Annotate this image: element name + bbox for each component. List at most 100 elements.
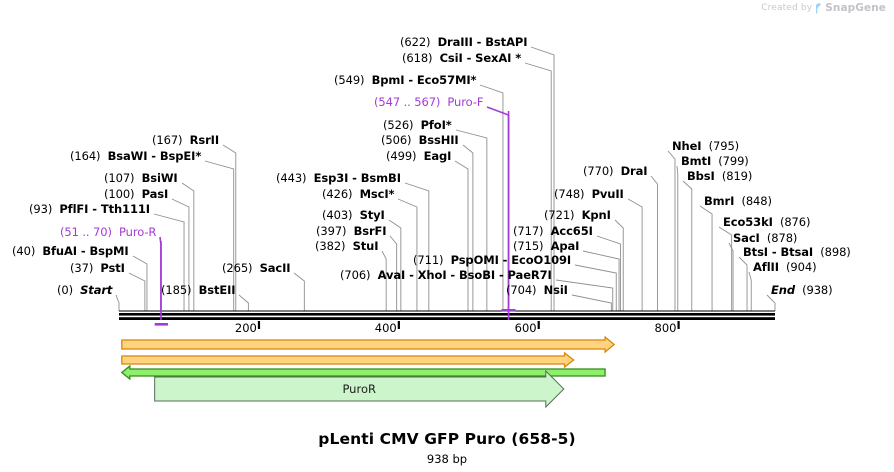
restriction-site-label[interactable]: BtsI - BtsaI (898) [743, 246, 851, 259]
terminator-arrow[interactable] [120, 364, 606, 381]
site-name: Esp3I - BsmBI [313, 171, 401, 185]
restriction-site-label[interactable]: (549) BpmI - Eco57MI* [334, 74, 477, 87]
puror-cds[interactable] [154, 369, 565, 409]
site-position: (799) [718, 154, 749, 168]
site-position: (426) [322, 187, 353, 201]
restriction-site-label[interactable]: (711) PspOMI - EcoO109I [413, 254, 571, 267]
ruler-tick [257, 321, 261, 329]
site-leader-line [574, 264, 617, 311]
puro-r-primer-bar[interactable] [154, 323, 168, 326]
restriction-site-label[interactable]: (721) KpnI [544, 209, 611, 222]
restriction-site-label[interactable]: SacI (878) [733, 232, 797, 245]
site-position: (506) [381, 133, 412, 147]
site-name: Start [80, 283, 113, 297]
site-name: StyI [359, 208, 385, 222]
site-name: NsiI [543, 283, 568, 297]
site-leader-line [171, 198, 190, 311]
dna-backbone-gap [119, 315, 775, 318]
site-leader-line [667, 150, 676, 311]
restriction-site-label[interactable]: (506) BssHII [381, 134, 459, 147]
restriction-site-label[interactable]: (706) AvaI - XhoI - BsoBI - PaeR7I [340, 269, 552, 282]
site-leader-line [388, 219, 402, 311]
site-position: (770) [583, 164, 614, 178]
site-leader-line [718, 226, 733, 311]
promoter-arrow-1[interactable] [121, 335, 616, 354]
restriction-site-label[interactable]: (443) Esp3I - BsmBI [276, 172, 401, 185]
restriction-site-label[interactable]: BmtI (799) [681, 155, 749, 168]
site-position: (706) [340, 268, 371, 282]
site-name: AvaI - XhoI - BsoBI - PaeR7I [377, 268, 552, 282]
restriction-site-label[interactable]: (715) ApaI [513, 240, 579, 253]
restriction-site-label[interactable]: (265) SacII [222, 261, 291, 275]
site-leader-line [222, 144, 237, 311]
restriction-site-label[interactable]: (382) StuI [315, 240, 379, 253]
restriction-site-label[interactable]: (622) DraIII - BstAPI [400, 36, 527, 49]
restriction-site-label[interactable]: (185) BstEII [161, 284, 236, 297]
site-position: (265) [222, 261, 253, 275]
restriction-site-label[interactable]: (164) BsaWI - BspEI* [70, 150, 201, 163]
site-position: (167) [152, 133, 183, 147]
site-leader-line [397, 198, 418, 311]
site-leader-line [650, 175, 658, 311]
site-leader-line [571, 294, 612, 311]
restriction-site-label[interactable]: BmrI (848) [704, 195, 772, 208]
site-position: (938) [802, 283, 833, 297]
restriction-site-label[interactable]: (100) PasI [104, 188, 168, 201]
site-leader-line [293, 272, 305, 311]
site-position: (878) [766, 231, 798, 245]
restriction-site-label[interactable]: (51 .. 70) Puro-R [60, 226, 156, 239]
site-position: (100) [104, 187, 135, 201]
ruler-tick-label: 600 [514, 321, 537, 335]
restriction-site-label[interactable]: (403) StyI [322, 209, 385, 222]
restriction-site-label[interactable]: NheI (795) [672, 140, 739, 153]
restriction-site-label[interactable]: (618) CsiI - SexAI * [402, 52, 521, 65]
site-name: ApaI [550, 239, 580, 253]
site-leader-line [738, 256, 748, 311]
restriction-site-label[interactable]: (40) BfuAI - BspMI [12, 245, 129, 258]
site-position: (795) [708, 139, 740, 153]
restriction-site-label[interactable]: End (938) [771, 284, 833, 297]
site-name: BbsI [687, 169, 715, 183]
site-leader-line [748, 271, 752, 311]
site-position: (704) [506, 283, 537, 297]
restriction-site-label[interactable]: (426) MscI* [322, 187, 395, 201]
site-name: PflFI - Tth111I [59, 202, 150, 216]
restriction-site-label[interactable]: (770) DraI [583, 164, 648, 178]
site-position: (721) [544, 208, 575, 222]
restriction-site-label[interactable]: Eco53kI (876) [723, 216, 810, 229]
restriction-site-label[interactable]: (93) PflFI - Tth111I [29, 203, 150, 216]
restriction-site-label[interactable]: (748) PvuII [554, 188, 624, 201]
restriction-site-label[interactable]: (37) PstI [70, 262, 125, 275]
site-name: BsiWI [141, 171, 178, 185]
site-name: BmtI [681, 154, 712, 168]
restriction-site-label[interactable]: AflII (904) [753, 260, 817, 274]
site-name: MscI* [359, 187, 395, 201]
restriction-site-label[interactable]: (0) Start [57, 284, 112, 297]
site-name: NheI [672, 139, 702, 153]
restriction-site-label[interactable]: (704) NsiI [506, 284, 568, 297]
restriction-site-label[interactable]: (547 .. 567) Puro-F [374, 96, 483, 109]
site-leader-line [555, 279, 614, 311]
restriction-site-label[interactable]: (526) PfoI* [383, 119, 452, 132]
restriction-site-label[interactable]: (717) Acc65I [513, 225, 593, 238]
restriction-site-label[interactable]: (167) RsrII [152, 134, 219, 147]
site-position: (819) [721, 169, 753, 183]
restriction-site-label[interactable]: (499) EagI [386, 150, 451, 163]
site-position: (526) [383, 118, 414, 132]
site-name: PasI [141, 187, 169, 201]
site-name: BfuAI - BspMI [42, 244, 129, 258]
site-position: (164) [70, 149, 101, 163]
ruler-tick [397, 321, 400, 329]
restriction-site-label[interactable]: BbsI (819) [687, 170, 752, 183]
site-position: (403) [322, 208, 353, 222]
restriction-site-label[interactable]: (107) BsiWI [104, 172, 178, 185]
promoter-arrow-2[interactable] [121, 351, 575, 369]
restriction-site-label[interactable]: (397) BsrFI [316, 225, 387, 238]
site-name: SacI [733, 231, 760, 245]
site-name: Acc65I [550, 224, 593, 238]
ruler-tick [537, 321, 540, 329]
site-position: (898) [820, 245, 851, 259]
site-name: SacII [259, 261, 291, 275]
site-position: (904) [786, 260, 817, 274]
